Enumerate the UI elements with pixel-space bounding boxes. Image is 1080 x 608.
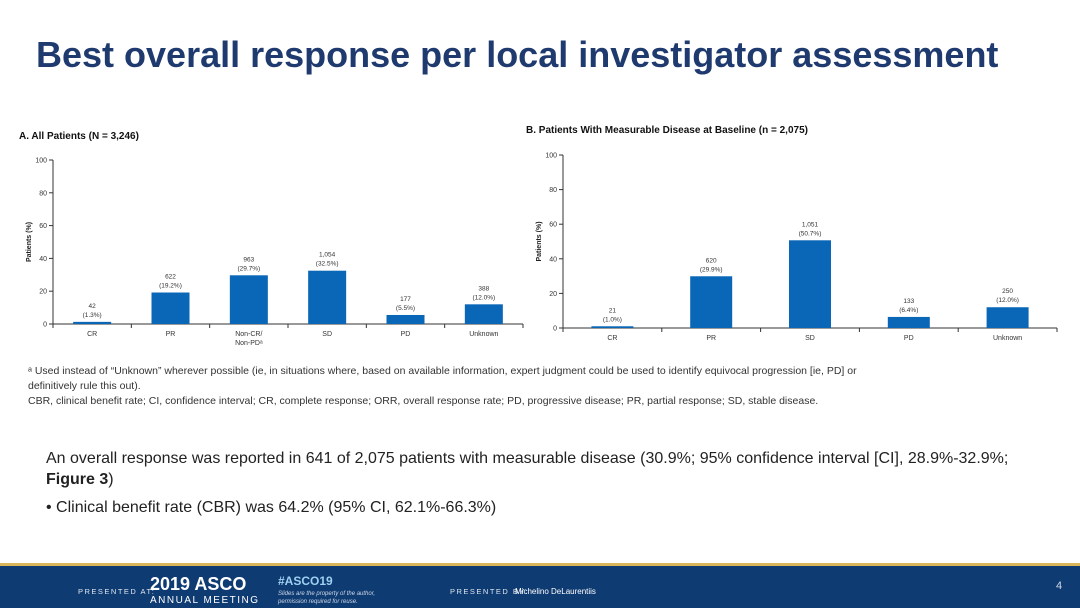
chart-b-y-tick-label: 40 (549, 256, 557, 263)
chart-a-bar-0 (73, 321, 112, 324)
chart-a-count-label-1: 622 (165, 274, 176, 281)
chart-b-title: B. Patients With Measurable Disease at B… (526, 125, 808, 136)
chart-b-count-label-0: 21 (609, 307, 617, 314)
chart-b-y-axis-label: Patients (%) (536, 221, 543, 261)
chart-b-percent-label-2: (50.7%) (799, 230, 822, 237)
chart-b-category-label-0: CR (607, 335, 617, 342)
chart-b-percent-label-4: (12.0%) (996, 297, 1019, 304)
footer-asco-logo-meeting: ANNUAL MEETING (150, 595, 260, 606)
chart-a-percent-label-2: (29.7%) (237, 265, 260, 272)
chart-b-percent-label-0: (1.0%) (603, 316, 622, 323)
chart-b-count-label-2: 1,051 (802, 221, 819, 228)
chart-b-category-label-2: SD (805, 335, 815, 342)
summary-sentence: An overall response was reported in 641 … (46, 450, 1009, 467)
chart-a-percent-label-3: (32.5%) (316, 261, 339, 268)
footer-bar: PRESENTED AT: 2019 ASCO ANNUAL MEETING #… (0, 563, 1080, 608)
chart-b-count-label-4: 250 (1002, 288, 1013, 295)
chart-a-count-label-3: 1,054 (319, 252, 336, 259)
footer-rights-notice: Slides are the property of the author, p… (278, 591, 376, 605)
chart-a-category-label-2-line2: Non-PDᵃ (235, 340, 263, 347)
chart-b-y-tick-label: 0 (553, 326, 557, 333)
chart-a-bar-1 (151, 292, 190, 324)
footnote-superscript-a: ᵃ Used instead of “Unknown” wherever pos… (28, 365, 857, 392)
chart-b-plot: 0 20 40 60 80 100 Patients (%) 21 (1.0%) CR 620 (29… (536, 153, 1058, 342)
chart-b-y-tick-label: 20 (549, 291, 557, 298)
chart-a-plot: 0 20 40 60 80 100 Patients (%) 42 (1.3%) CR 622 (19… (26, 158, 524, 347)
chart-a-category-label-4: PD (401, 331, 411, 338)
chart-b-y-tick-label: 60 (549, 222, 557, 229)
chart-a-category-label-5: Unknown (469, 331, 498, 338)
chart-a-y-tick-label: 60 (39, 223, 47, 230)
chart-a-category-label-0: CR (87, 331, 97, 338)
footer-presented-at-label: PRESENTED AT: (78, 587, 156, 596)
chart-b-percent-label-1: (29.9%) (700, 266, 723, 273)
footnotes: ᵃ Used instead of “Unknown” wherever pos… (28, 364, 888, 409)
chart-a-percent-label-4: (5.5%) (396, 305, 415, 312)
chart-a-category-label-2: Non-CR/ (235, 331, 262, 338)
chart-b-y-tick-label: 80 (549, 187, 557, 194)
chart-a-count-label-2: 963 (243, 256, 254, 263)
chart-b-percent-label-3: (6.4%) (899, 307, 918, 314)
chart-a-y-tick-label: 80 (39, 190, 47, 197)
chart-b-category-label-3: PD (904, 335, 914, 342)
footer-presenter-name: Michelino DeLaurentiis (515, 587, 596, 596)
chart-a-category-label-3: SD (322, 331, 332, 338)
chart-b-bar-4 (986, 307, 1029, 328)
chart-a-y-tick-label: 40 (39, 256, 47, 263)
chart-b-count-label-1: 620 (706, 257, 717, 264)
chart-a-y-tick-label: 20 (39, 289, 47, 296)
chart-a-bar-4 (386, 314, 425, 324)
chart-a-y-tick-label: 100 (35, 158, 47, 165)
chart-b-bar-3 (887, 316, 930, 328)
chart-a-title: A. All Patients (N = 3,246) (19, 131, 139, 142)
page-number: 4 (1056, 580, 1063, 592)
figure-reference: Figure 3 (46, 471, 109, 488)
chart-b-category-label-1: PR (706, 335, 716, 342)
footer-hashtag: #ASCO19 (278, 574, 333, 588)
chart-b-category-label-4: Unknown (993, 335, 1022, 342)
chart-a-bar-2 (229, 275, 268, 324)
chart-a-count-label-4: 177 (400, 296, 411, 303)
footer-presented-by-label: PRESENTED BY: (450, 587, 530, 596)
summary-bullet: • Clinical benefit rate (CBR) was 64.2% … (46, 499, 497, 516)
chart-a-count-label-5: 388 (478, 285, 489, 292)
footer-asco-logo-year: 2019 ASCO (150, 574, 247, 594)
chart-a-bar-5 (464, 304, 503, 324)
summary-block: An overall response was reported in 641 … (46, 448, 1036, 518)
chart-a-y-tick-label: 0 (43, 322, 47, 329)
chart-b-bar-0 (591, 326, 634, 328)
chart-a-count-label-0: 42 (89, 303, 97, 310)
chart-a-category-label-1: PR (166, 331, 176, 338)
chart-a-percent-label-5: (12.0%) (472, 294, 495, 301)
footnote-abbreviations: CBR, clinical benefit rate; CI, confiden… (28, 395, 819, 407)
chart-b-y-tick-label: 100 (545, 153, 557, 160)
chart-a-percent-label-0: (1.3%) (83, 312, 102, 319)
chart-b-bar-1 (690, 276, 733, 328)
slide-title: Best overall response per local investig… (36, 34, 999, 75)
chart-a-bar-3 (308, 270, 347, 324)
chart-a-y-axis-label: Patients (%) (26, 222, 33, 262)
chart-b-bar-2 (789, 240, 831, 328)
chart-a-percent-label-1: (19.2%) (159, 283, 182, 290)
summary-text: An overall response was reported in 641 … (46, 448, 1036, 490)
summary-close-paren: ) (108, 471, 114, 488)
chart-b-count-label-3: 133 (903, 298, 914, 305)
